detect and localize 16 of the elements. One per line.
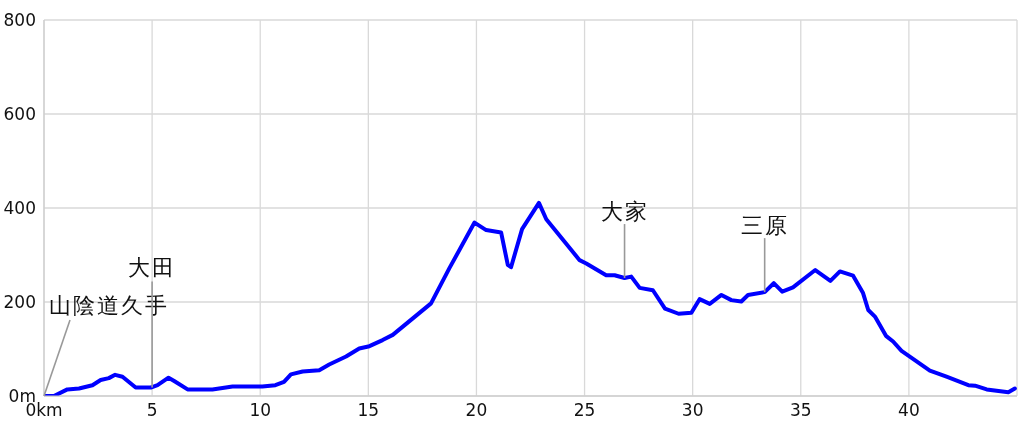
x-tick-label: 10 (249, 400, 272, 421)
y-tick-label: 800 (3, 10, 36, 31)
x-tick-label: 25 (573, 400, 596, 421)
annotation: 大田 (128, 255, 177, 281)
x-tick-label: 40 (898, 400, 920, 421)
annotation: 大家 (600, 198, 649, 224)
annotation: 山陰道久手 (49, 292, 169, 318)
y-tick-label: 400 (3, 198, 36, 219)
y-tick-label: 600 (3, 104, 36, 125)
annotation: 三原 (740, 212, 789, 238)
x-tick-label: 15 (357, 400, 380, 421)
x-tick-label: 5 (146, 400, 158, 421)
y-tick-label: 200 (3, 292, 36, 313)
x-tick-label: 20 (465, 400, 488, 421)
x-tick-label: 30 (681, 400, 704, 421)
x-tick-label: 35 (789, 400, 812, 421)
